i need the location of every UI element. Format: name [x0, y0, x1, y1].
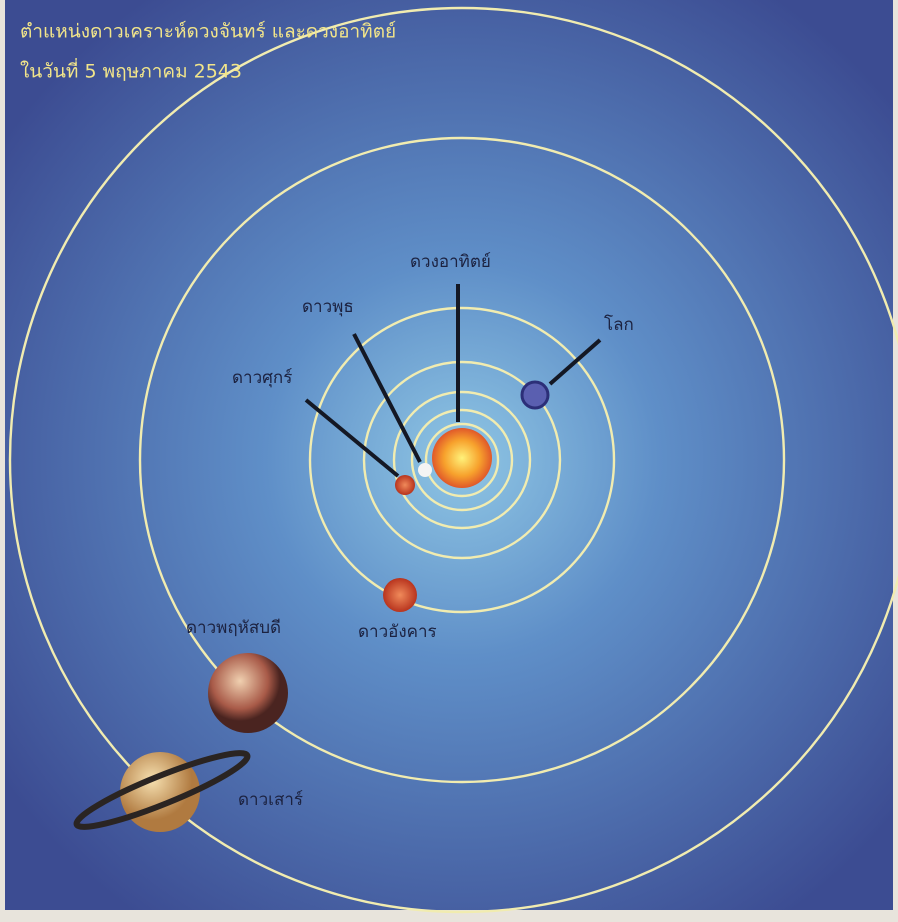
venus	[395, 475, 415, 495]
sun	[432, 428, 492, 488]
subtitle: ในวันที่ 5 พฤษภาคม 2543	[20, 58, 242, 83]
jupiter	[208, 653, 288, 733]
mercury-label: ดาวพุธ	[302, 297, 354, 317]
jupiter-label: ดาวพฤหัสบดี	[186, 618, 281, 638]
mercury	[418, 463, 432, 477]
sun-label: ดวงอาทิตย์	[410, 252, 491, 272]
venus-label: ดาวศุกร์	[232, 368, 292, 388]
saturn-label: ดาวเสาร์	[238, 790, 303, 810]
mars-label: ดาวอังคาร	[358, 622, 437, 642]
mars	[383, 578, 417, 612]
title: ตำแหน่งดาวเคราะห์ดวงจันทร์ และดวงอาทิตย์	[20, 21, 396, 43]
earth	[522, 382, 548, 408]
earth-label: โลก	[604, 314, 634, 335]
solar-diagram: ตำแหน่งดาวเคราะห์ดวงจันทร์ และดวงอาทิตย์…	[0, 0, 898, 922]
